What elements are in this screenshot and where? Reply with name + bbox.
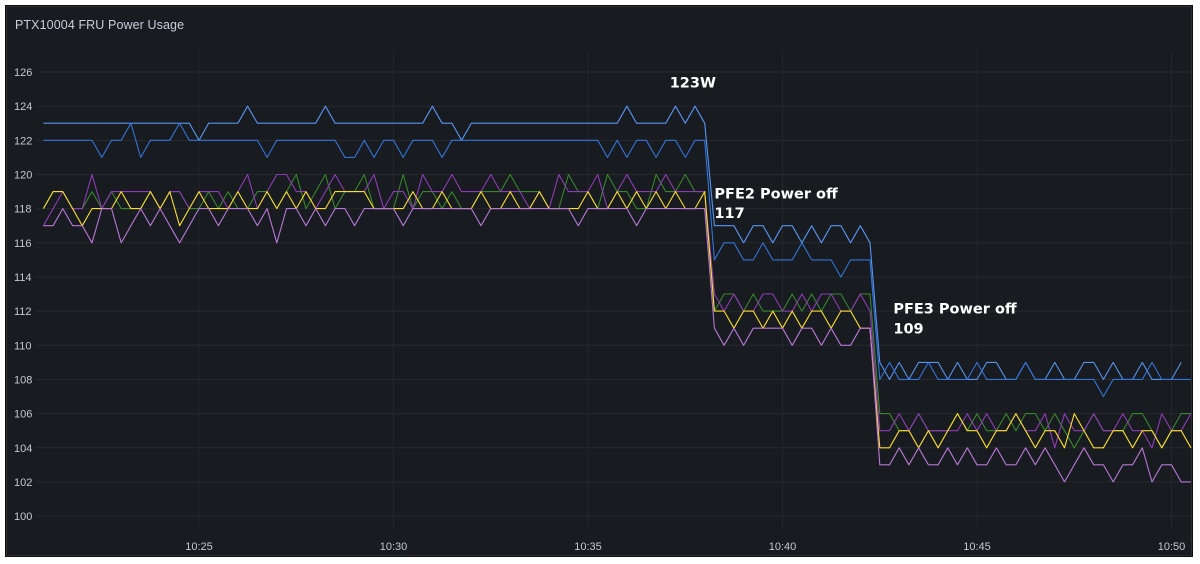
y-tick-label: 112 xyxy=(14,306,32,318)
y-tick-label: 108 xyxy=(14,374,32,386)
x-axis: 10:25 10:30 10:35 10:40 10:45 10:50 xyxy=(185,541,1185,553)
x-tick-label: 10:35 xyxy=(574,541,602,553)
y-tick-label: 124 xyxy=(14,101,32,113)
grid-lines xyxy=(36,52,1190,530)
x-tick-label: 10:40 xyxy=(769,541,797,553)
panel-title: PTX10004 FRU Power Usage xyxy=(15,18,185,32)
series-line xyxy=(42,191,1192,449)
x-tick-label: 10:25 xyxy=(185,541,213,553)
series-line xyxy=(43,208,1191,483)
y-tick-label: 126 xyxy=(14,67,32,79)
y-tick-label: 116 xyxy=(14,238,32,250)
y-tick-label: 102 xyxy=(14,477,32,489)
annotation-label: 117 xyxy=(714,206,744,222)
annotation-label: 123W xyxy=(670,75,716,91)
annotations: 123W PFE2 Power off 117 PFE3 Power off 109 xyxy=(670,75,1017,337)
y-tick-label: 120 xyxy=(14,169,32,181)
y-tick-label: 110 xyxy=(14,340,32,352)
y-axis: 100 102 104 106 108 110 112 114 116 118 120 122 124 1… xyxy=(14,67,32,523)
y-tick-label: 100 xyxy=(14,511,32,523)
y-tick-label: 106 xyxy=(14,409,32,421)
series-line xyxy=(43,105,1182,380)
y-tick-label: 114 xyxy=(14,272,32,284)
chart-panel: PTX10004 FRU Power Usage xyxy=(6,6,1192,556)
x-tick-label: 10:30 xyxy=(380,541,408,553)
y-tick-label: 104 xyxy=(14,443,32,455)
series-lines xyxy=(42,105,1192,483)
annotation-label: PFE3 Power off xyxy=(893,302,1017,318)
x-tick-label: 10:50 xyxy=(1158,541,1186,553)
x-tick-label: 10:45 xyxy=(963,541,991,553)
y-tick-label: 122 xyxy=(14,135,32,147)
y-tick-label: 118 xyxy=(14,204,32,216)
annotation-label: 109 xyxy=(893,321,923,337)
series-line xyxy=(43,122,1191,398)
annotation-label: PFE2 Power off xyxy=(714,186,838,202)
